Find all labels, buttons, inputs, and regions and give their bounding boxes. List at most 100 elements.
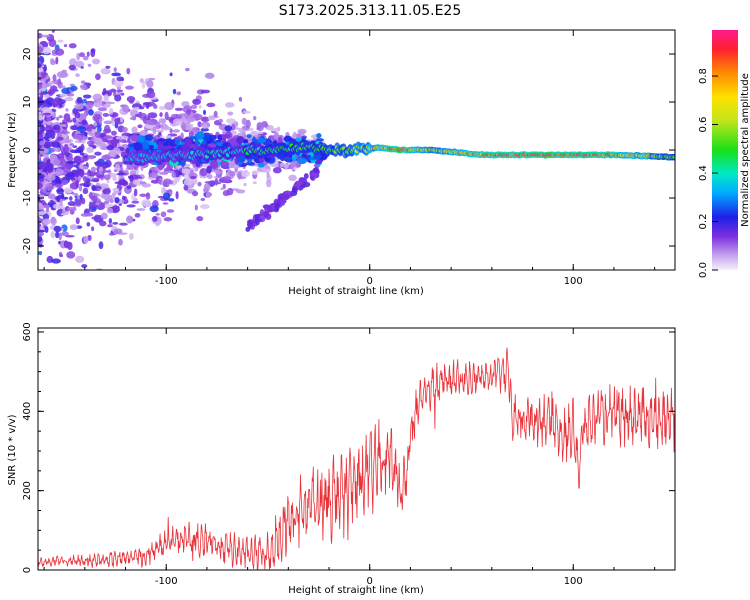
spectrogram-mid-blob (157, 138, 167, 142)
spectrogram-noise-blob (75, 198, 82, 207)
spectrogram-noise-blob (75, 73, 80, 78)
spectrogram-mid-blob (291, 153, 297, 162)
spectrogram-noise-blob (159, 112, 163, 118)
spectrogram-noise-blob (190, 175, 197, 179)
spectrogram-noise-blob (102, 113, 110, 117)
spectrogram-noise-blob (243, 182, 247, 187)
spectrogram-noise-blob (169, 72, 173, 77)
spectrogram-noise-blob (103, 174, 111, 181)
snr-x-label: Height of straight line (km) (288, 585, 424, 596)
spectrogram-noise-blob (111, 130, 117, 136)
spectrogram-noise-blob (38, 146, 42, 149)
snr-panel: -100 0 100 0 200 400 600 Height of straight l… (7, 322, 676, 596)
spectrogram-noise-blob (279, 162, 285, 168)
spectrogram-noise-blob (155, 213, 160, 216)
spectrogram-noise-blob (116, 136, 121, 140)
spectrogram-noise-blob (122, 140, 129, 144)
spectrogram-noise-blob (86, 170, 97, 177)
spectrogram-noise-blob (91, 206, 97, 211)
spectrogram-noise-blob (39, 193, 44, 201)
spectrogram-noise-blob (72, 145, 78, 149)
spectrogram-noise-blob (90, 48, 96, 54)
spectrogram-noise-blob (57, 78, 62, 86)
spectrogram-noise-blob (272, 167, 282, 174)
spectrogram-noise-blob (38, 45, 44, 54)
spectrogram-noise-blob (206, 174, 213, 180)
spectrogram-noise-blob (199, 167, 208, 177)
spectrogram-noise-blob (45, 185, 54, 191)
spectrogram-noise-blob (118, 135, 129, 140)
spectrogram-noise-blob (149, 171, 159, 178)
spectrogram-noise-blob (131, 126, 138, 134)
spectrogram-noise-blob (276, 126, 281, 132)
spectrogram-noise-blob (106, 145, 115, 151)
spectrogram-noise-blob (105, 101, 116, 105)
spectrogram-noise-blob (58, 232, 62, 241)
spectrogram-noise-blob (119, 166, 124, 172)
spectrogram-noise-blob (38, 114, 43, 122)
spectrogram-noise-blob (85, 102, 94, 108)
spectrogram-mid-blob (174, 139, 181, 145)
spectrogram-noise-blob (80, 143, 85, 152)
spectrogram-noise-blob (94, 160, 103, 167)
spectrogram-noise-blob (222, 190, 230, 197)
spectrogram-mid-blob (196, 131, 205, 140)
spectrogram-noise-blob (125, 85, 134, 90)
spectrogram-noise-blob (82, 94, 92, 99)
spectrogram-noise-blob (64, 96, 74, 102)
spectrogram-noise-blob (118, 238, 123, 246)
spectrogram-noise-blob (108, 232, 115, 236)
spectrogram-noise-blob (134, 212, 141, 218)
spectrogram-noise-blob (75, 60, 85, 68)
spectrogram-noise-blob (237, 171, 242, 180)
spectrogram-noise-blob (79, 163, 84, 170)
spectrogram-noise-blob (126, 204, 136, 208)
spectrogram-noise-blob (116, 76, 124, 82)
snr-y-tick-label: 400 (22, 402, 33, 421)
spectrogram-noise-blob (38, 173, 45, 179)
spectrogram-noise-blob (146, 79, 154, 89)
spectrogram-noise-blob (87, 234, 92, 241)
spectrogram-noise-blob (120, 92, 125, 96)
spectrogram-noise-blob (111, 72, 122, 77)
spectrogram-noise-blob (50, 232, 56, 238)
spectrogram-noise-blob (214, 170, 223, 174)
spectrogram-noise-blob (38, 82, 43, 90)
spectrogram-noise-blob (40, 124, 45, 133)
spectrogram-noise-blob (51, 258, 61, 264)
spectrogram-noise-blob (38, 229, 45, 233)
spectrogram-noise-blob (62, 196, 69, 200)
spectrogram-noise-blob (120, 116, 124, 123)
snr-y-tick-label: 600 (22, 322, 33, 341)
spectrogram-noise-blob (60, 231, 70, 237)
spectrogram-noise-blob (155, 221, 160, 227)
spectrogram-noise-blob (142, 102, 151, 105)
spectrogram-noise-blob (88, 109, 94, 116)
spectrogram-noise-blob (114, 197, 120, 204)
spectrogram-noise-blob (79, 152, 85, 156)
spectrogram-mid-blob (220, 160, 230, 169)
spectrogram-noise-blob (41, 34, 51, 38)
spectrogram-noise-blob (103, 200, 110, 205)
spectrogram-mid-blob (237, 155, 246, 163)
spectrogram-noise-blob (171, 113, 177, 118)
spectrogram-noise-blob (97, 107, 108, 112)
spectrogram-noise-blob (47, 80, 54, 85)
spectrogram-noise-blob (45, 121, 54, 126)
spectrogram-noise-blob (122, 169, 129, 173)
spectrogram-noise-blob (42, 153, 49, 158)
spectrogram-noise-blob (100, 68, 110, 74)
spectrogram-noise-blob (44, 141, 51, 149)
spectrogram-noise-blob (139, 181, 147, 185)
spectrogram-noise-blob (83, 235, 89, 244)
spectrogram-noise-blob (87, 63, 92, 67)
spectrogram-x-tick-label: 0 (367, 276, 373, 287)
spectrogram-noise-blob (218, 118, 224, 123)
spectrogram-mid-blob (206, 165, 212, 174)
spectrogram-noise-blob (99, 183, 109, 189)
spectrogram-noise-blob (90, 166, 97, 173)
spectrogram-noise-blob (114, 163, 121, 172)
spectrogram-noise-blob (54, 147, 61, 153)
spectrogram-noise-blob (38, 217, 43, 224)
spectrogram-noise-blob (42, 204, 50, 209)
